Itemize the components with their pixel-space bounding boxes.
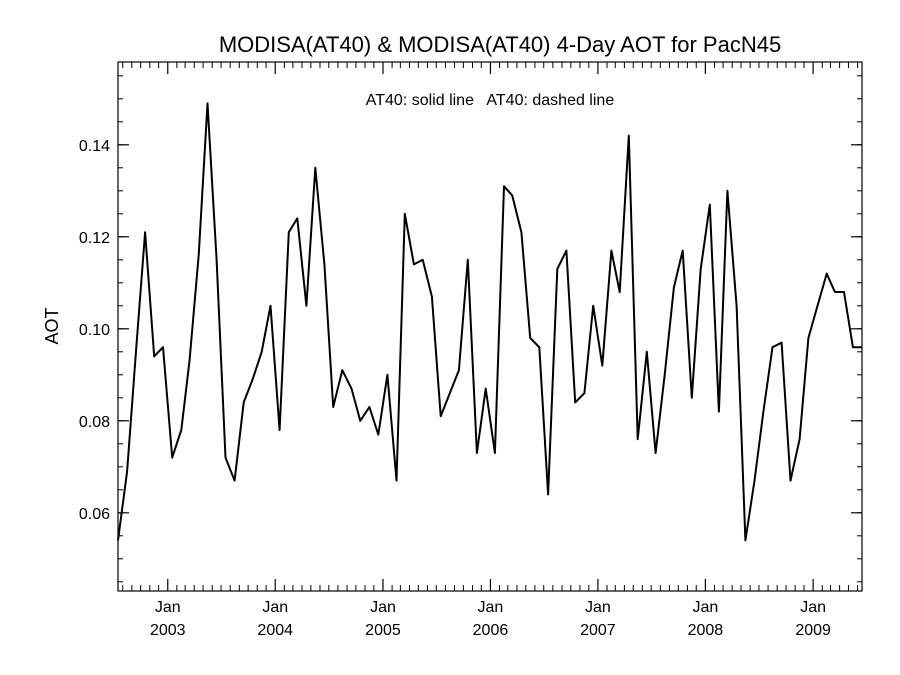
x-tick-year-label: 2007 xyxy=(580,622,616,639)
x-tick-month-label: Jan xyxy=(155,599,181,616)
plot-area: AT40: solid line AT40: dashed line 0.060… xyxy=(79,61,863,639)
y-tick-label: 0.08 xyxy=(79,414,110,431)
y-tick-label: 0.12 xyxy=(79,230,110,247)
x-tick-year-label: 2003 xyxy=(150,622,186,639)
series-group xyxy=(117,102,862,542)
x-tick-month-label: Jan xyxy=(262,599,288,616)
series-line-1 xyxy=(117,102,862,542)
chart-title: MODISA(AT40) & MODISA(AT40) 4-Day AOT fo… xyxy=(219,32,781,57)
y-axis-label: AOT xyxy=(42,307,62,344)
y-axis: 0.06 0.08 0.10 0.12 0.14 xyxy=(79,75,862,583)
y-tick-label: 0.06 xyxy=(79,506,110,523)
x-tick-year-label: 2008 xyxy=(688,622,724,639)
x-tick-year-label: 2004 xyxy=(257,622,293,639)
x-tick-month-label: Jan xyxy=(585,599,611,616)
x-tick-month-label: Jan xyxy=(800,599,826,616)
y-tick-label: 0.10 xyxy=(79,322,110,339)
x-tick-year-label: 2006 xyxy=(473,622,509,639)
x-tick-month-label: Jan xyxy=(478,599,504,616)
x-tick-month-label: Jan xyxy=(692,599,718,616)
x-tick-year-label: 2005 xyxy=(365,622,401,639)
x-tick-month-label: Jan xyxy=(370,599,396,616)
legend-annotation: AT40: solid line AT40: dashed line xyxy=(366,92,615,109)
y-tick-label: 0.14 xyxy=(79,138,110,155)
x-tick-year-label: 2009 xyxy=(795,622,831,639)
x-axis: Jan 2003 Jan 2004 Jan 2005 Jan 2006 Jan 2007 Jan 20… xyxy=(122,62,859,639)
